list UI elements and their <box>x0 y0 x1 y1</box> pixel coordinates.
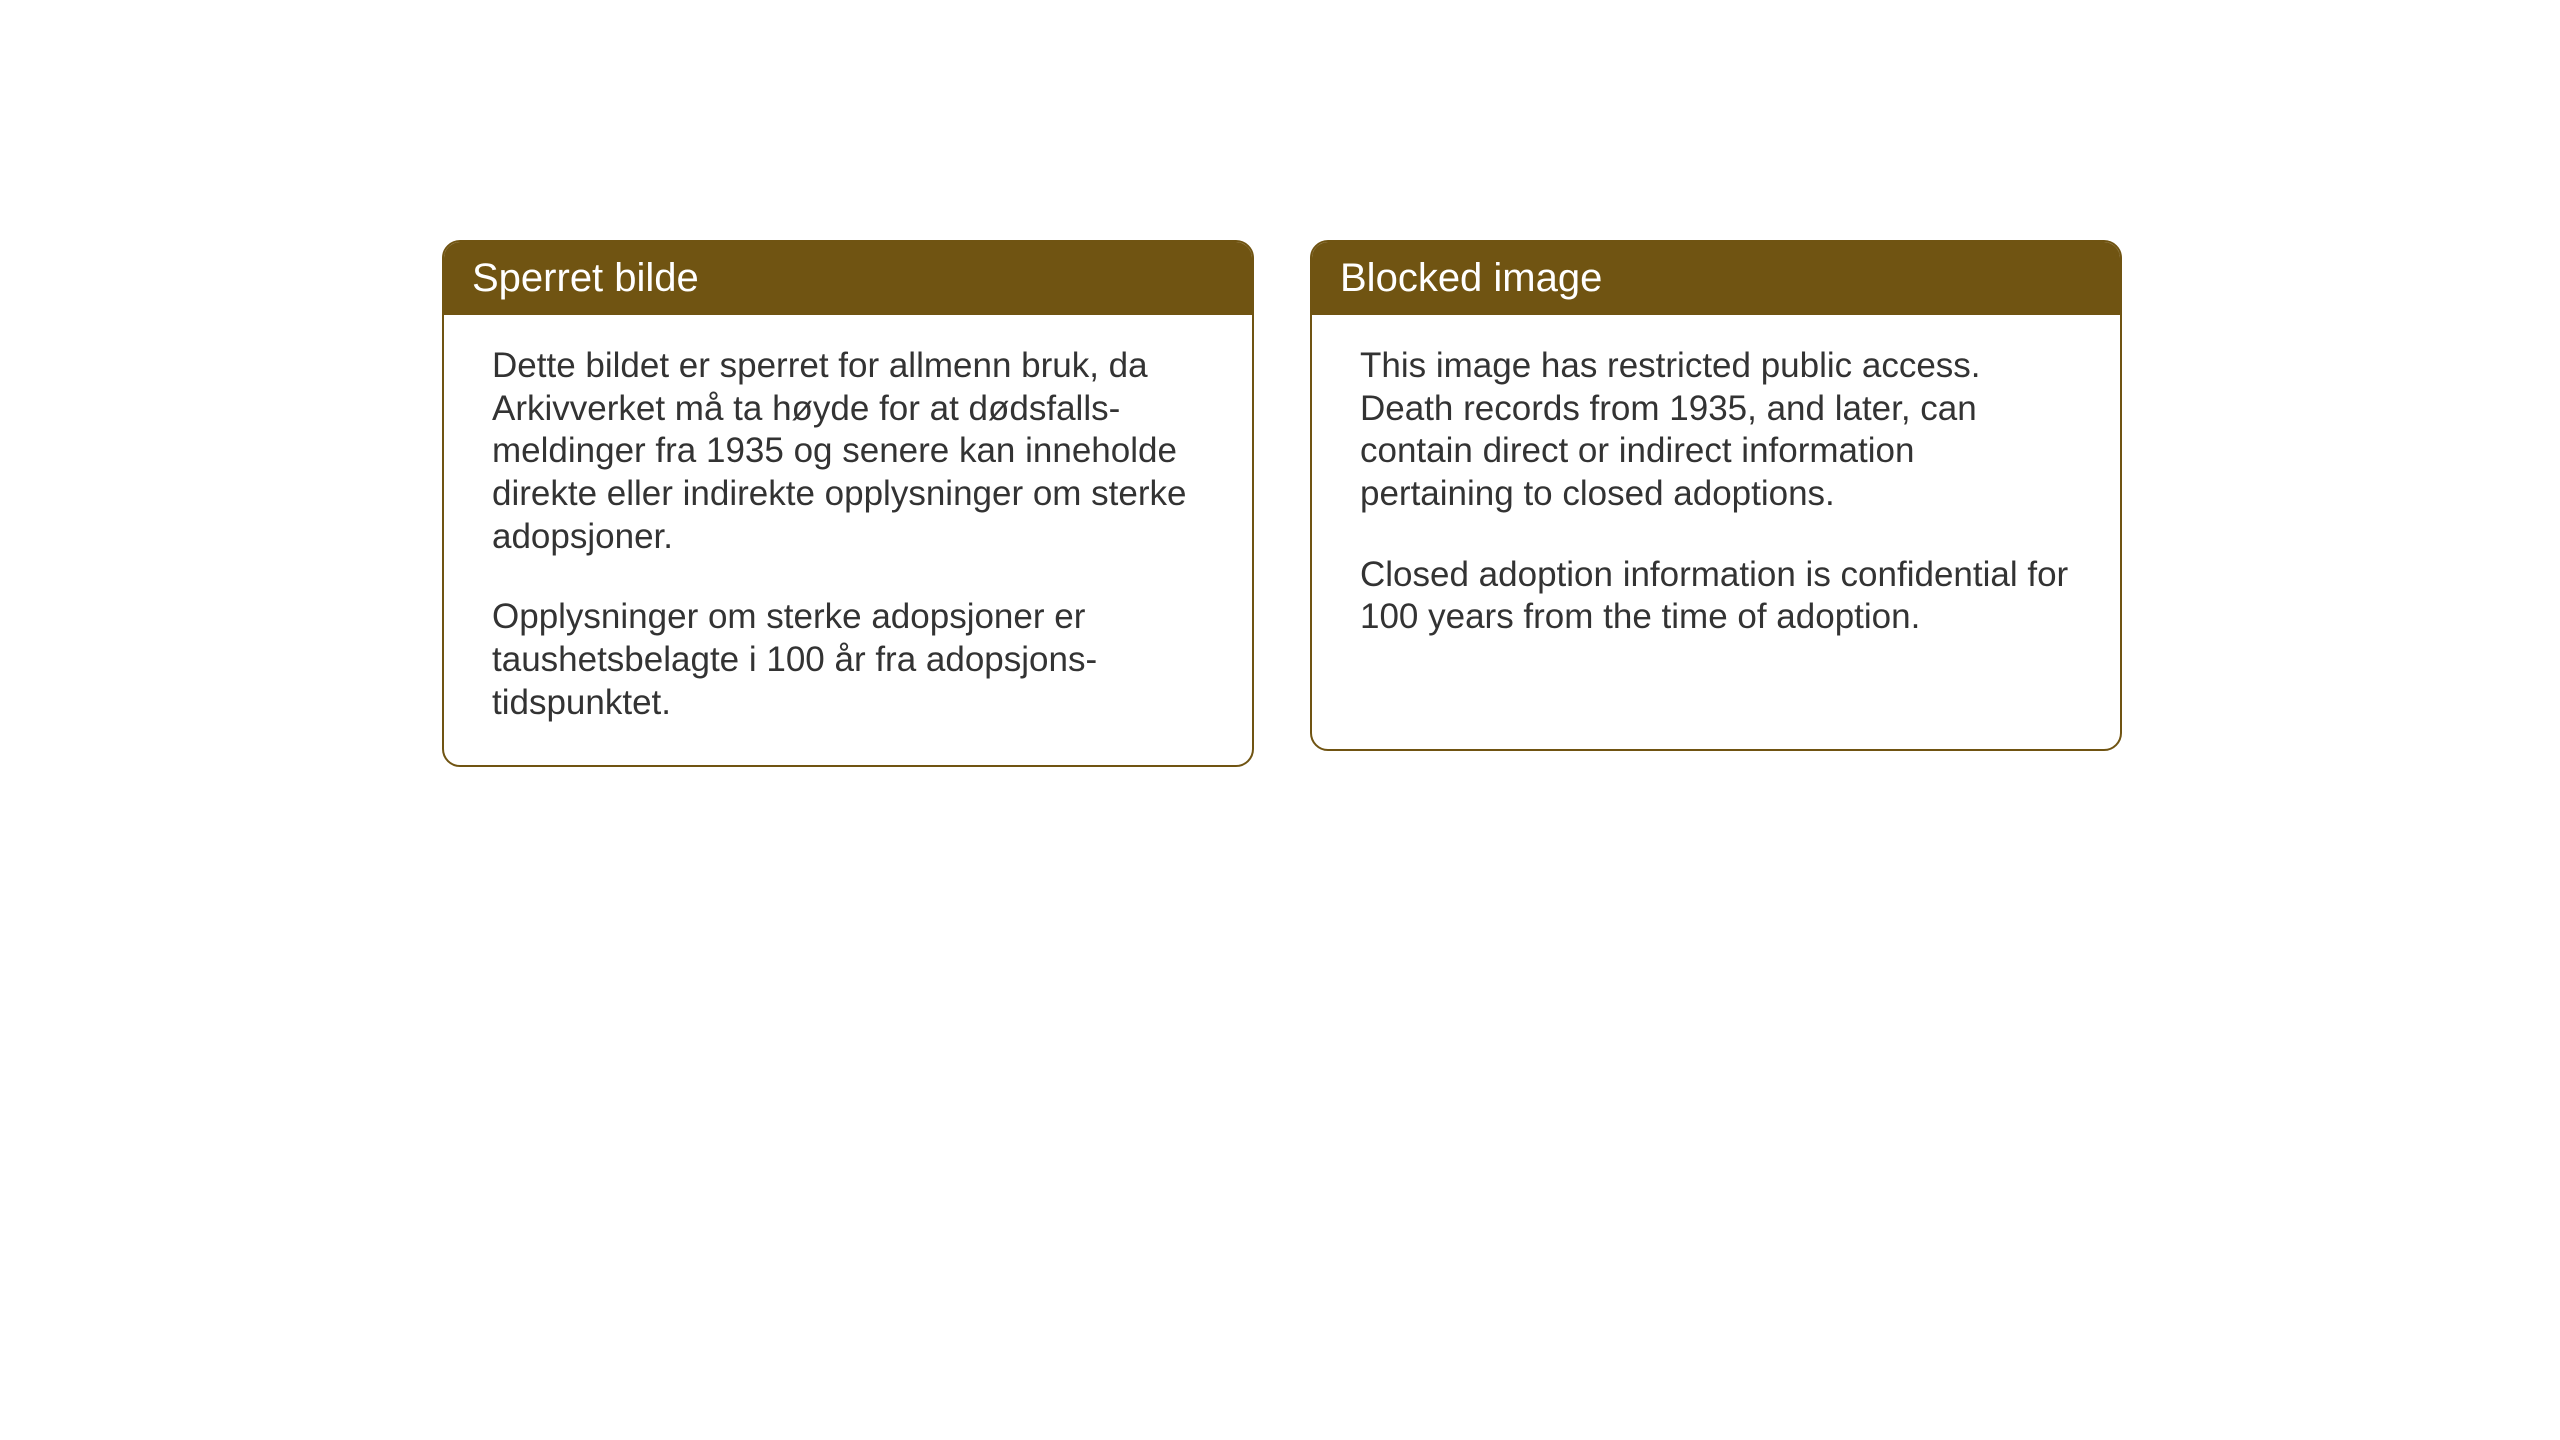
card-paragraph-english-1: This image has restricted public access.… <box>1360 345 2072 516</box>
notice-container: Sperret bilde Dette bildet er sperret fo… <box>442 240 2122 767</box>
card-body-norwegian: Dette bildet er sperret for allmenn bruk… <box>444 315 1252 765</box>
card-paragraph-norwegian-1: Dette bildet er sperret for allmenn bruk… <box>492 345 1204 558</box>
card-body-english: This image has restricted public access.… <box>1312 315 2120 679</box>
card-title-english: Blocked image <box>1340 256 1602 300</box>
card-header-english: Blocked image <box>1312 242 2120 315</box>
card-header-norwegian: Sperret bilde <box>444 242 1252 315</box>
card-title-norwegian: Sperret bilde <box>472 256 699 300</box>
card-paragraph-english-2: Closed adoption information is confident… <box>1360 554 2072 639</box>
card-paragraph-norwegian-2: Opplysninger om sterke adopsjoner er tau… <box>492 596 1204 724</box>
notice-card-norwegian: Sperret bilde Dette bildet er sperret fo… <box>442 240 1254 767</box>
notice-card-english: Blocked image This image has restricted … <box>1310 240 2122 751</box>
